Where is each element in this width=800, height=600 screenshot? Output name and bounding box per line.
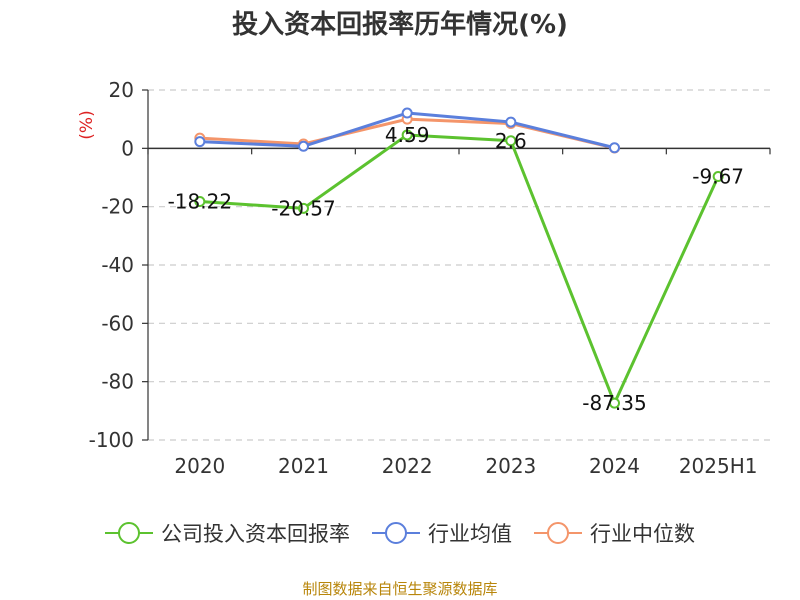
data-point bbox=[609, 142, 620, 154]
data-label: 4.59 bbox=[385, 123, 430, 147]
x-tick-label: 2020 bbox=[174, 454, 225, 478]
legend-item-company[interactable]: 公司投入资本回报率 bbox=[105, 518, 350, 548]
legend-item-industry-average[interactable]: 行业均值 bbox=[372, 518, 512, 548]
x-tick-label: 2024 bbox=[589, 454, 640, 478]
series-line bbox=[199, 133, 720, 405]
y-tick-label: -80 bbox=[101, 370, 134, 394]
legend-item-industry-median[interactable]: 行业中位数 bbox=[534, 518, 695, 548]
data-point bbox=[298, 202, 309, 214]
data-point bbox=[505, 135, 517, 147]
data-label: -9.67 bbox=[692, 165, 744, 189]
x-tick-label: 2021 bbox=[278, 454, 329, 478]
data-label: -20.57 bbox=[271, 196, 335, 220]
legend-marker-icon bbox=[372, 522, 420, 544]
legend-marker-icon bbox=[534, 522, 582, 544]
chart-title: 投入资本回报率历年情况(%) bbox=[232, 10, 568, 40]
data-point bbox=[505, 116, 517, 128]
y-tick-label: -40 bbox=[101, 253, 134, 277]
legend-marker-icon bbox=[105, 522, 153, 544]
x-tick-label: 2023 bbox=[485, 454, 536, 478]
data-point bbox=[609, 397, 620, 409]
data-point bbox=[194, 195, 206, 207]
y-unit-label: (%) bbox=[77, 110, 97, 139]
legend-label: 行业均值 bbox=[428, 522, 512, 546]
data-point bbox=[298, 140, 309, 152]
legend-label: 公司投入资本回报率 bbox=[161, 522, 350, 546]
data-point bbox=[401, 107, 413, 119]
y-tick-label: -20 bbox=[101, 195, 134, 219]
data-point bbox=[194, 136, 206, 148]
y-tick-label: 20 bbox=[109, 78, 134, 102]
data-source-note: 制图数据来自恒生聚源数据库 bbox=[302, 580, 498, 598]
data-point bbox=[712, 171, 724, 183]
data-label: -87.35 bbox=[582, 391, 646, 415]
data-label: 2.6 bbox=[495, 129, 527, 153]
x-tick-label: 2022 bbox=[382, 454, 433, 478]
x-tick-label: 2025H1 bbox=[679, 454, 758, 478]
y-tick-label: -100 bbox=[89, 428, 134, 452]
legend: 公司投入资本回报率 行业均值 行业中位数 bbox=[0, 518, 800, 548]
y-tick-label: -60 bbox=[101, 311, 134, 335]
y-tick-label: 0 bbox=[121, 136, 134, 160]
data-label: -18.22 bbox=[168, 189, 232, 213]
data-point bbox=[401, 129, 413, 141]
legend-label: 行业中位数 bbox=[590, 522, 695, 546]
